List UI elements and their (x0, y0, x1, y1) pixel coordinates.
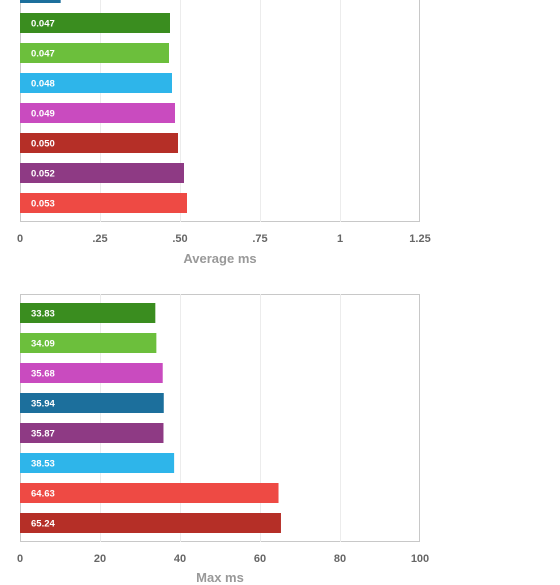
x-tick-label: 1 (337, 233, 343, 245)
bar-value-label: 0.048 (31, 79, 55, 90)
bar-value-label: 35.94 (31, 399, 55, 410)
bar (20, 133, 178, 153)
bar (20, 103, 175, 123)
bar-value-label: 0.053 (31, 199, 55, 210)
bar (20, 513, 281, 533)
bar (20, 363, 163, 383)
bar-value-label: 35.68 (31, 369, 55, 380)
x-tick-label: 0 (17, 553, 23, 565)
x-axis-title: Average ms (183, 251, 256, 266)
x-tick-label: 60 (254, 553, 266, 565)
bar-value-label: 33.83 (31, 309, 55, 320)
bar-value-label: 0.047 (31, 49, 55, 60)
x-tick-label: 40 (174, 553, 186, 565)
bar (20, 393, 164, 413)
max-ms-chart: 33.83 34.09 35.68 35.94 35.87 38.53 64.63 65.24… (17, 294, 429, 585)
x-axis-title: Max ms (196, 570, 244, 585)
bar-partial (20, 0, 61, 3)
bar (20, 73, 172, 93)
bar (20, 333, 157, 353)
x-tick-label: .75 (252, 233, 267, 245)
bar (20, 43, 169, 63)
bar (20, 483, 279, 503)
bar (20, 303, 156, 323)
average-ms-chart: 0.047 0.047 0.048 0.049 0.050 0.052 0.053 0 .25.… (17, 0, 431, 266)
x-tick-label: 80 (334, 553, 346, 565)
bar-value-label: 35.87 (31, 429, 55, 440)
bar-value-label: 34.09 (31, 339, 55, 350)
bar-value-label: 0.050 (31, 139, 55, 150)
bar (20, 193, 187, 213)
x-tick-label: 20 (94, 553, 106, 565)
bar (20, 423, 164, 443)
x-tick-label: .50 (172, 233, 187, 245)
x-tick-label: 1.25 (409, 233, 430, 245)
x-tick-label: .25 (92, 233, 107, 245)
bar-value-label: 38.53 (31, 459, 55, 470)
x-tick-label: 0 (17, 233, 23, 245)
bar-value-label: 0.047 (31, 19, 55, 30)
plot-frame (20, 294, 420, 542)
bar-value-label: 0.049 (31, 109, 55, 120)
bar (20, 13, 170, 33)
x-tick-label: 100 (411, 553, 429, 565)
bar-value-label: 65.24 (31, 519, 55, 530)
bar-value-label: 64.63 (31, 489, 55, 500)
bar-value-label: 0.052 (31, 169, 55, 180)
bar (20, 453, 175, 473)
bar (20, 163, 184, 183)
